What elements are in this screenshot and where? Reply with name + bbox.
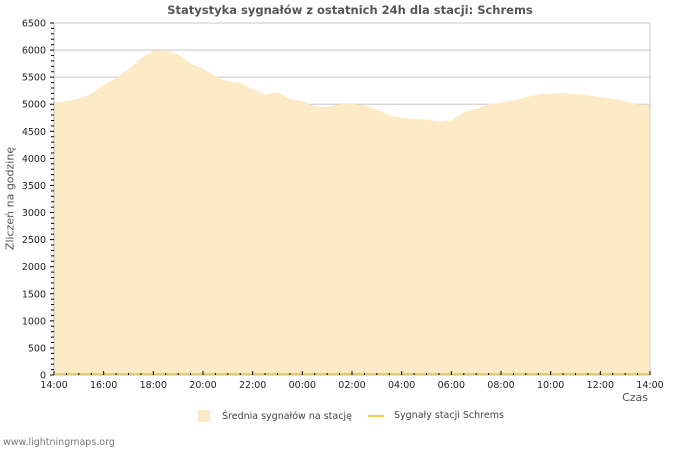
svg-text:04:00: 04:00	[388, 380, 415, 391]
svg-text:2000: 2000	[22, 262, 46, 273]
svg-text:2500: 2500	[22, 235, 46, 246]
svg-text:5000: 5000	[22, 100, 46, 111]
legend: Średnia sygnałów na stację Sygnały stacj…	[0, 410, 700, 426]
svg-text:08:00: 08:00	[487, 380, 514, 391]
svg-text:3000: 3000	[22, 208, 46, 219]
x-axis-ticks: 14:00 16:00 18:00 20:00 22:00 00:00 02:00 04:00…	[40, 371, 664, 391]
svg-text:14:00: 14:00	[636, 380, 663, 391]
svg-text:18:00: 18:00	[140, 380, 167, 391]
area-swatch-icon	[198, 410, 210, 422]
svg-text:1500: 1500	[22, 289, 46, 300]
svg-text:06:00: 06:00	[438, 380, 465, 391]
legend-item-average[interactable]: Średnia sygnałów na stację	[198, 410, 352, 422]
svg-text:6500: 6500	[22, 19, 46, 30]
x-axis-label: Czas	[622, 391, 648, 404]
svg-text:1000: 1000	[22, 316, 46, 327]
svg-text:22:00: 22:00	[239, 380, 266, 391]
svg-text:4500: 4500	[22, 127, 46, 138]
svg-text:02:00: 02:00	[338, 380, 365, 391]
svg-text:20:00: 20:00	[189, 380, 216, 391]
svg-text:16:00: 16:00	[90, 380, 117, 391]
svg-text:14:00: 14:00	[40, 380, 67, 391]
svg-text:12:00: 12:00	[587, 380, 614, 391]
y-axis-ticks: 0 500 1000 1500 2000 2500 3000 3500 4000 4500 5000…	[22, 19, 54, 382]
svg-text:500: 500	[28, 343, 46, 354]
svg-text:00:00: 00:00	[289, 380, 316, 391]
chart-title: Statystyka sygnałów z ostatnich 24h dla …	[167, 3, 533, 17]
y-axis-label: Zliczeń na godzinę	[3, 146, 17, 251]
svg-text:0: 0	[40, 371, 46, 382]
svg-text:6000: 6000	[22, 46, 46, 57]
footer-link[interactable]: www.lightningmaps.org	[3, 437, 115, 448]
legend-label-average: Średnia sygnałów na stację	[222, 410, 352, 422]
svg-text:10:00: 10:00	[537, 380, 564, 391]
legend-item-station[interactable]: Sygnały stacji Schrems	[368, 410, 504, 421]
legend-label-station: Sygnały stacji Schrems	[394, 410, 504, 421]
line-swatch-icon	[368, 414, 384, 417]
average-signals-area	[54, 50, 650, 375]
svg-text:3500: 3500	[22, 181, 46, 192]
svg-text:4000: 4000	[22, 154, 46, 165]
svg-text:5500: 5500	[22, 73, 46, 84]
chart-plot: 0 500 1000 1500 2000 2500 3000 3500 4000 4500 5000…	[22, 19, 664, 392]
